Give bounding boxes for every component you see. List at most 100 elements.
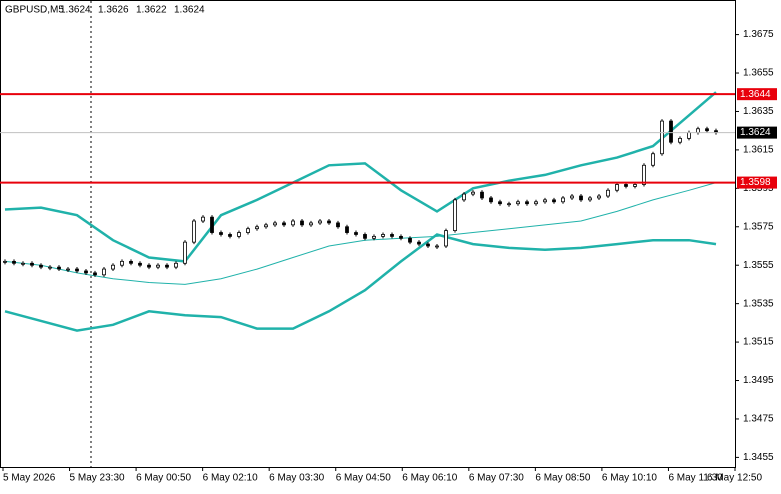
candle-body — [633, 184, 637, 187]
x-tick-label: 5 May 2026 — [3, 473, 56, 484]
y-tick-label: 1.3495 — [743, 375, 774, 386]
candle-body — [426, 243, 430, 247]
candle-body — [57, 266, 61, 270]
candle-body — [327, 220, 331, 224]
candle-body — [516, 201, 520, 205]
x-tick-label: 6 May 06:10 — [402, 473, 457, 484]
candle-body — [138, 262, 142, 266]
candle-body — [129, 260, 133, 264]
candle-body — [210, 216, 214, 233]
y-tick-label: 1.3515 — [743, 337, 774, 348]
header-value: 1.3622 — [136, 5, 167, 16]
candle-body — [165, 264, 169, 268]
candle-body — [525, 201, 529, 205]
candle-body — [606, 189, 610, 197]
bollinger-band — [4, 233, 717, 332]
candle-body — [381, 234, 385, 237]
level-label: 1.3644 — [740, 89, 771, 100]
candle-body — [84, 270, 88, 274]
candle-body — [642, 164, 646, 185]
candle-body — [597, 195, 601, 199]
header-value: 1.3626 — [98, 5, 129, 16]
candle-body — [588, 197, 592, 201]
candle-body — [318, 220, 322, 224]
x-tick-label: 6 May 11:30 — [668, 473, 723, 484]
candle-body — [21, 262, 25, 265]
symbol: GBPUSD,M5 — [5, 5, 64, 16]
candle-body — [75, 268, 79, 272]
x-tick-label: 6 May 02:10 — [203, 473, 258, 484]
candle-body — [624, 184, 628, 187]
candle-body — [570, 195, 574, 199]
candle-body — [660, 120, 664, 155]
candle-body — [111, 264, 115, 270]
candle-body — [363, 234, 367, 239]
x-tick-label: 6 May 00:50 — [136, 473, 191, 484]
y-tick-label: 1.3655 — [743, 68, 774, 79]
candle-body — [174, 262, 178, 268]
y-tick-label: 1.3675 — [743, 29, 774, 40]
candle-body — [12, 260, 16, 264]
current-price-tag — [737, 126, 777, 139]
candle-body — [444, 230, 448, 247]
candle-body — [237, 232, 241, 237]
candle-body — [228, 234, 232, 237]
candle-body — [372, 235, 376, 239]
candle-body — [48, 266, 52, 269]
candle-body — [183, 241, 187, 264]
candle-body — [345, 226, 349, 233]
x-tick-label: 6 May 12:50 — [707, 473, 762, 484]
candle-body — [255, 226, 259, 230]
candle-body — [246, 228, 250, 233]
candle-body — [3, 260, 7, 263]
candle-body — [507, 203, 511, 206]
current-price-label: 1.3624 — [740, 127, 771, 138]
candle-body — [39, 264, 43, 268]
candle-body — [390, 234, 394, 237]
candle-body — [336, 222, 340, 228]
candle-body — [102, 268, 106, 276]
candle-body — [273, 222, 277, 226]
candle-body — [408, 237, 412, 243]
y-tick-label: 1.3475 — [743, 414, 774, 425]
candle-body — [498, 201, 502, 205]
candle-body — [300, 220, 304, 226]
x-tick-label: 6 May 03:30 — [269, 473, 324, 484]
y-tick-label: 1.3615 — [743, 145, 774, 156]
candle-body — [651, 153, 655, 166]
header-value: 1.3624 — [174, 5, 205, 16]
candle-body — [453, 199, 457, 232]
candle-body — [192, 220, 196, 243]
candle-body — [354, 232, 358, 235]
y-tick-label: 1.3635 — [743, 106, 774, 117]
header: GBPUSD,M5 — [5, 5, 64, 16]
candle-body — [462, 193, 466, 201]
candle-body — [30, 262, 34, 266]
candle-body — [489, 197, 493, 203]
x-tick-label: 6 May 04:50 — [336, 473, 391, 484]
y-tick-label: 1.3555 — [743, 260, 774, 271]
x-tick-label: 6 May 07:30 — [469, 473, 524, 484]
level-tag — [737, 176, 777, 189]
plot-frame — [0, 0, 736, 468]
candle-body — [480, 191, 484, 199]
candle-body — [282, 222, 286, 226]
candle-body — [615, 184, 619, 191]
candle-body — [705, 128, 709, 132]
x-tick-label: 6 May 10:10 — [602, 473, 657, 484]
candle-body — [435, 245, 439, 248]
candle-body — [687, 132, 691, 139]
candle-body — [678, 137, 682, 143]
y-tick-label: 1.3455 — [743, 452, 774, 463]
y-tick-label: 1.3575 — [743, 221, 774, 232]
level-label: 1.3598 — [740, 177, 771, 188]
candle-body — [579, 195, 583, 201]
candle-body — [201, 216, 205, 222]
candle-body — [219, 232, 223, 235]
candle-body — [147, 264, 151, 268]
candle-body — [309, 222, 313, 226]
x-tick-label: 5 May 23:30 — [70, 473, 125, 484]
candle-body — [417, 241, 421, 245]
candle-body — [552, 199, 556, 203]
